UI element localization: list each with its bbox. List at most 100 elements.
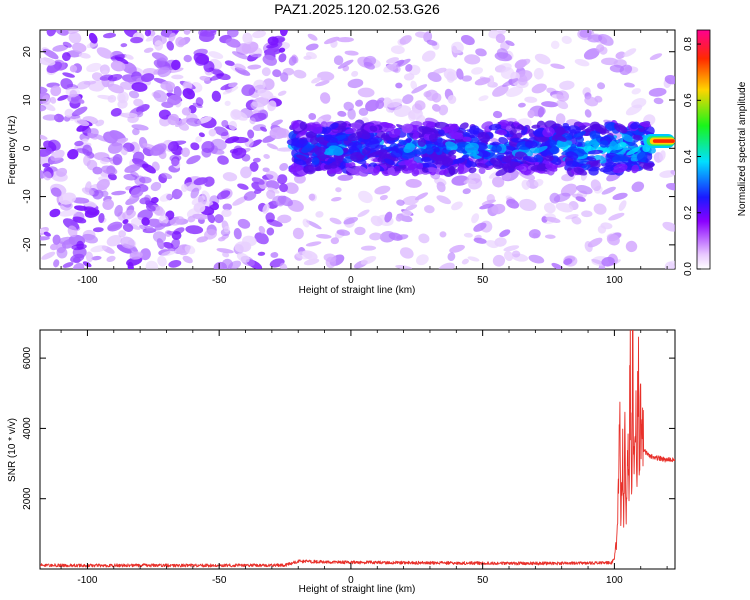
spectrogram-cell: [358, 190, 373, 204]
spectrogram-cell: [184, 244, 196, 255]
spectrogram-cell: [303, 258, 320, 266]
spectrogram-cell: [360, 245, 377, 251]
spectrogram-cell: [662, 221, 675, 232]
spectrogram-cell: [533, 67, 544, 80]
spectrogram-cell: [608, 212, 625, 221]
spectrogram-cell: [565, 214, 579, 220]
spectrogram-cell: [665, 182, 675, 191]
spectrogram-cell: [210, 138, 227, 151]
spectrogram-cell: [96, 178, 110, 191]
spectrogram-cell: [601, 186, 616, 195]
spectrogram-cell: [204, 229, 218, 240]
spectrogram-cell: [462, 136, 472, 142]
spectrogram-cell: [619, 64, 633, 76]
spectrogram-cell: [120, 236, 135, 249]
spectrogram-cell: [81, 233, 98, 244]
spectrogram-cell: [358, 107, 369, 116]
spectrogram-cell: [76, 148, 90, 154]
spectrogram-cell: [561, 35, 572, 45]
spectrogram-cell: [532, 130, 541, 137]
snr-y-tick-label: 6000: [22, 347, 33, 370]
spectrogram-cell: [527, 109, 535, 119]
spectrogram-cell: [120, 43, 128, 48]
spectrogram-cell: [553, 192, 571, 203]
spectrogram-cell: [118, 230, 127, 238]
spectrogram-cell: [471, 67, 484, 75]
spectrogram-cell: [386, 98, 403, 108]
spectrogram-cell: [131, 124, 149, 131]
spectrogram-cell: [143, 47, 154, 53]
spectrogram-cell: [395, 82, 403, 89]
spectrogram-cell: [42, 163, 51, 168]
spectrogram-cell: [306, 220, 322, 230]
spectrogram-cell: [495, 63, 512, 73]
spectrogram-cell: [365, 99, 380, 112]
spectrogram-cell: [211, 90, 222, 102]
spectrogram-cell: [277, 214, 292, 224]
spectrogram-cell: [425, 167, 440, 173]
spectrogram-cell: [431, 104, 441, 112]
spectrogram-cell: [477, 131, 491, 143]
spectrogram-cell: [625, 240, 638, 253]
spectrogram-cell: [365, 140, 380, 151]
spectrogram-cell: [251, 177, 265, 185]
spectrogram-cell: [631, 181, 645, 193]
spectrogram-cell: [132, 128, 140, 136]
spectrogram-cell: [501, 155, 512, 163]
spectrogram-cell: [436, 195, 452, 205]
spectrogram-cell: [531, 124, 541, 129]
spectrogram-cell: [279, 262, 288, 269]
spectrogram-cell: [555, 202, 574, 213]
spectrogram-cell: [107, 74, 123, 82]
spectrogram-cell: [208, 128, 217, 137]
spectrogram-cell: [198, 31, 215, 43]
spectrogram-cell: [587, 149, 604, 155]
spectrogram-cell: [496, 129, 508, 136]
spectrogram-cell: [418, 233, 430, 244]
spectrogram-cell: [62, 72, 75, 78]
spectrogram-cell: [311, 157, 320, 165]
spectrogram-cell: [524, 140, 538, 149]
spectrogram-cell: [350, 151, 364, 162]
spectrogram-cell: [336, 229, 351, 236]
spectrogram-cell: [56, 167, 68, 177]
spectrogram-cell: [41, 251, 56, 260]
spectrogram-cell: [668, 260, 675, 269]
spectrogram-cell: [584, 109, 592, 118]
spectrogram-cell: [103, 32, 116, 39]
spectrogram-cell: [495, 33, 506, 44]
spectrogram-cell: [183, 54, 192, 63]
spectrogram-cell: [555, 113, 566, 125]
spectrogram-cell: [69, 64, 78, 73]
spectrogram-cell: [335, 187, 342, 193]
spectrogram-cell: [354, 226, 366, 236]
spectrogram-cell: [586, 166, 600, 172]
spectrogram-cell: [492, 254, 506, 267]
spectrogram-cell: [623, 48, 637, 57]
spectrogram-x-tick-label: -100: [77, 275, 97, 286]
spectrogram-cell: [388, 232, 403, 241]
spectrogram-cell: [357, 87, 375, 98]
spectrogram-cell: [369, 125, 378, 132]
spectrogram-cell: [262, 54, 277, 66]
spectrogram-cell: [514, 165, 525, 170]
spectrogram-cell: [566, 151, 579, 160]
spectrogram-cell: [278, 53, 287, 63]
spectrogram-cell: [153, 90, 168, 103]
spectrogram-cell: [173, 227, 185, 235]
spectrogram-cell: [486, 193, 495, 204]
spectrogram-cell: [280, 30, 288, 37]
spectrogram-cell: [428, 133, 438, 143]
spectrogram-cell: [182, 80, 193, 91]
spectrogram-cell: [269, 127, 287, 140]
spectrogram-cell: [472, 149, 480, 155]
spectrogram-cell: [150, 181, 162, 192]
spectrogram-cell: [144, 30, 152, 37]
snr-x-ticks: -100 -50 0 50 100: [60, 330, 668, 586]
spectrogram-cell: [303, 165, 316, 175]
spectrogram-cell: [216, 73, 231, 81]
spectrogram-cell: [379, 194, 388, 201]
spectrogram-cell: [383, 123, 394, 129]
colorbar-tick-label: 0.2: [683, 205, 694, 219]
spectrogram-cell: [491, 203, 506, 215]
